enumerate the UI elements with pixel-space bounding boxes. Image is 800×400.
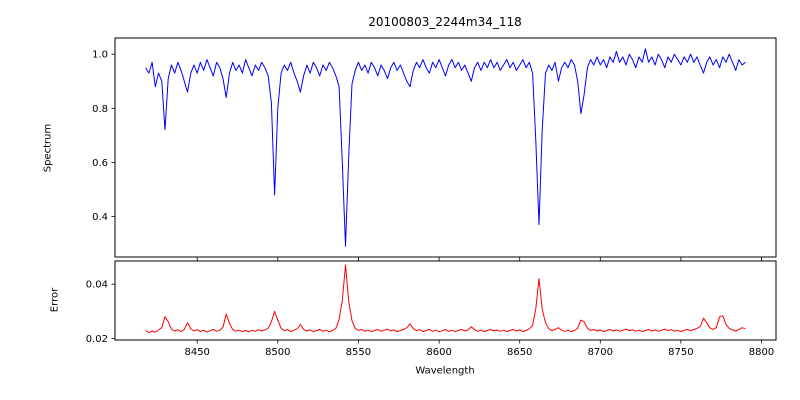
x-tick-label: 8450 [184,347,209,358]
x-tick-label: 8700 [588,347,613,358]
spectrum-y-axis-label: Spectrum [42,123,54,173]
error-y-tick-label: 0.02 [86,334,108,345]
spectrum-axes [114,37,777,258]
x-tick-label: 8500 [265,347,290,358]
error-y-axis-label: Error [49,287,61,313]
chart-title: 20100803_2244m34_118 [368,15,522,29]
x-tick-label: 8750 [668,347,693,358]
spectrum-y-tick-label: 0.8 [92,104,108,115]
error-line [145,264,746,334]
x-tick-label: 8650 [507,347,532,358]
spectrum-y-tick-label: 1.0 [92,50,108,61]
x-axis-label: Wavelength [415,365,475,377]
error-y-tick-label: 0.04 [86,280,108,291]
x-tick-label: 8550 [346,347,371,358]
spectrum-line [145,48,746,247]
spectrum-y-tick-label: 0.4 [92,212,108,223]
x-tick-label: 8600 [426,347,451,358]
error-axes [114,260,777,341]
spectrum-y-tick-label: 0.6 [92,158,108,169]
x-tick-label: 8800 [749,347,774,358]
